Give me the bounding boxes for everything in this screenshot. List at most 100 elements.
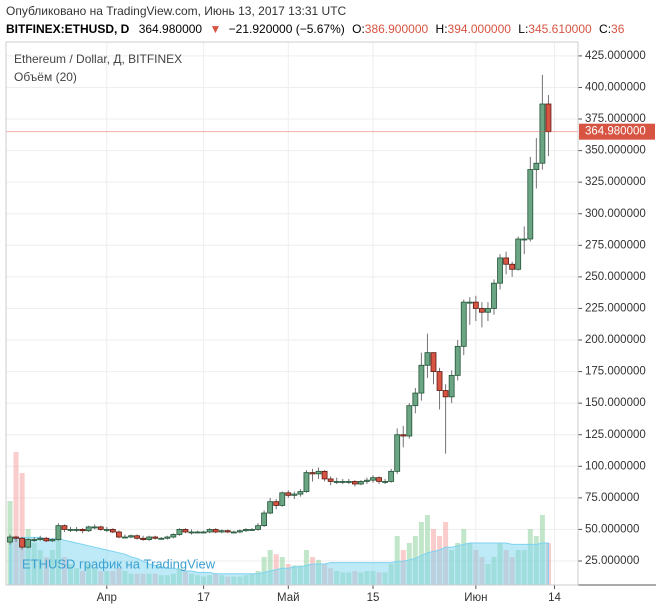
pane-title: Ethereum / Dollar, Д, BITFINEX — [14, 52, 182, 66]
candle-body — [13, 536, 19, 539]
candle-body — [309, 472, 316, 475]
candle-body — [249, 529, 255, 531]
candle-body — [339, 481, 346, 483]
candle-body — [91, 526, 98, 529]
y-tick-label: 75.000000 — [585, 492, 639, 504]
candle-body — [406, 405, 413, 437]
y-tick-label: 100.000000 — [585, 460, 646, 472]
candle-body — [85, 526, 92, 532]
y-tick-label: 325.000000 — [585, 176, 646, 188]
candle-body — [243, 529, 249, 532]
published-note: Опубликовано на TradingView.com, Июнь 13… — [6, 4, 347, 18]
y-tick-label: 150.000000 — [585, 397, 646, 409]
candle-body — [521, 238, 528, 241]
o-value: 386.900000 — [365, 22, 429, 36]
candle-body — [515, 238, 522, 270]
c-value: 36 — [611, 22, 625, 36]
candle-body — [273, 501, 280, 506]
candle-body — [454, 345, 461, 376]
candle-body — [400, 434, 407, 437]
volume-ma-area — [9, 536, 549, 586]
candle-body — [212, 529, 219, 533]
candle-body — [134, 535, 140, 539]
candle-body — [49, 539, 56, 542]
last-price-label: 364.980000 — [585, 126, 646, 138]
candle-body — [200, 531, 207, 534]
y-tick-label: 375.000000 — [585, 113, 646, 125]
candle-body — [79, 529, 86, 532]
y-tick-label: 125.000000 — [585, 429, 646, 441]
candle-body — [31, 539, 38, 541]
x-tick-label: 15 — [367, 592, 380, 604]
candle-body — [61, 525, 68, 530]
symbol-line: BITFINEX:ETHUSD, D 364.980000 ▼ −21.9200… — [6, 22, 625, 36]
grid — [6, 42, 578, 585]
candle-body — [194, 531, 201, 534]
candle-body — [97, 526, 104, 530]
volume-bar — [418, 522, 424, 585]
candle-body — [394, 434, 401, 472]
candle-body — [25, 539, 32, 548]
candle-body — [478, 308, 485, 313]
pane-border — [5, 41, 579, 586]
candle-body — [37, 537, 44, 540]
x-tick-label: Июн — [464, 592, 487, 604]
y-tick-label: 50.000000 — [585, 523, 639, 535]
candle-body — [388, 470, 395, 482]
candle-body — [448, 374, 455, 398]
arrow: ▼ — [209, 22, 221, 36]
x-tick-label: 17 — [197, 592, 210, 604]
volume-bar — [19, 473, 25, 585]
candle-body — [19, 537, 26, 548]
candle-body — [303, 472, 310, 492]
candle-body — [67, 529, 74, 531]
volume-bar — [13, 452, 19, 585]
candle-body — [164, 536, 171, 539]
candle-body — [382, 481, 389, 483]
candle-body — [182, 529, 189, 533]
candle-body — [370, 477, 376, 481]
h-label: H: — [436, 22, 448, 36]
volume-bar — [394, 536, 400, 585]
axes: 25.000000 50.000000 75.000000 100.000000 125… — [97, 50, 655, 604]
candle-body — [267, 501, 274, 514]
candle-body — [291, 493, 298, 496]
candle-body — [351, 481, 358, 485]
candle-body — [527, 169, 534, 240]
y-tick-label: 275.000000 — [585, 239, 646, 251]
y-tick-label: 350.000000 — [585, 145, 646, 157]
candle-body — [116, 531, 122, 538]
candle-body — [152, 536, 159, 539]
candle-body — [7, 536, 13, 543]
candle-body — [236, 530, 243, 533]
candle-body — [103, 529, 110, 531]
candle-body — [357, 481, 364, 485]
candle-body — [73, 529, 80, 531]
x-tick-label: Апр — [97, 592, 117, 604]
candle-body — [442, 390, 449, 398]
candle-body — [460, 301, 467, 347]
candle-body — [418, 364, 425, 394]
candle-body — [430, 352, 437, 372]
volume-title: Объём (20) — [14, 70, 77, 84]
candle-body — [43, 537, 50, 542]
x-tick-label: 14 — [548, 592, 561, 604]
candle-body — [122, 536, 128, 539]
volume-bar — [261, 557, 267, 585]
candle-body — [230, 531, 237, 534]
candle-body — [261, 512, 268, 527]
candle-body — [412, 392, 419, 407]
c-label: C: — [599, 22, 611, 36]
y-tick-label: 200.000000 — [585, 334, 646, 346]
candle-body — [224, 530, 231, 533]
candle-body — [146, 536, 153, 540]
candle-body — [315, 470, 322, 475]
candle-body — [466, 301, 473, 304]
l-value: 345.610000 — [528, 22, 592, 36]
price: 364.980000 — [139, 22, 203, 36]
candle-body — [176, 529, 183, 535]
candle-body — [170, 534, 177, 538]
o-label: O: — [352, 22, 365, 36]
candle-body — [218, 530, 225, 533]
candle-body — [345, 481, 352, 483]
